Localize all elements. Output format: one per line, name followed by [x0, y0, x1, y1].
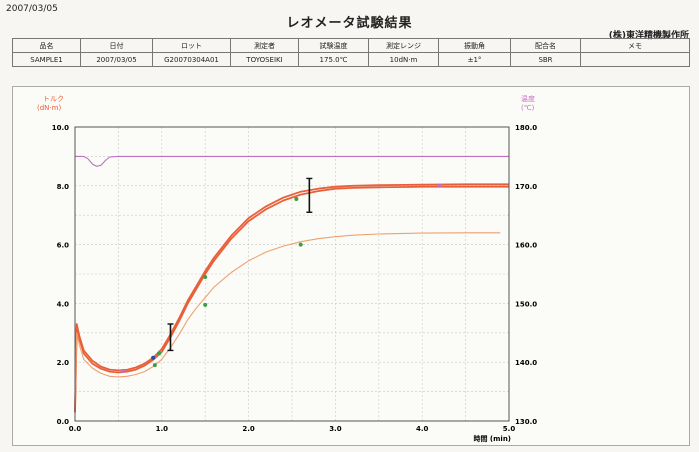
left-tick-label: 4.0 — [57, 300, 70, 308]
report-date: 2007/03/05 — [6, 4, 58, 14]
right-axis-label-line2: (℃) — [521, 104, 535, 112]
left-tick-label: 8.0 — [57, 183, 70, 191]
x-tick-label: 0.0 — [69, 425, 82, 433]
right-tick-label: 170.0 — [515, 183, 537, 191]
left-tick-label: 10.0 — [52, 124, 69, 132]
report-title: レオメータ試験結果 — [286, 16, 413, 31]
data-marker — [151, 355, 156, 360]
value-cell: 2007/03/05 — [80, 52, 153, 67]
torque-series-line-0 — [74, 183, 509, 413]
x-tick-label: 1.0 — [156, 425, 169, 433]
right-tick-label: 160.0 — [515, 242, 537, 250]
x-axis-label: 時間 (min) — [473, 434, 511, 443]
right-tick-label: 150.0 — [515, 300, 537, 308]
rheometer-chart: 0.0 1.0 2.0 3.0 4.0 5.0 0.0 2.0 4.0 6.0 8.0 10.0 130… — [37, 94, 538, 443]
left-axis-label-line2: (dN·m) — [37, 104, 61, 112]
header-cell: 日付 — [80, 38, 153, 53]
info-table: 品名 日付 ロット 測定者 試験温度 測定レンジ 振動角 配合名 メモ SAMP… — [12, 38, 690, 67]
data-marker — [203, 302, 208, 307]
header-cell: 配合名 — [510, 38, 581, 53]
info-value-row: SAMPLE1 2007/03/05 G20070304A01 TOYOSEIK… — [12, 52, 690, 67]
axes-layer: 0.0 1.0 2.0 3.0 4.0 5.0 0.0 2.0 4.0 6.0 8.0 10.0 130… — [52, 124, 538, 433]
value-cell: SAMPLE1 — [12, 52, 81, 67]
header-cell: メモ — [580, 38, 690, 53]
data-marker — [294, 197, 299, 202]
right-tick-label: 140.0 — [515, 359, 537, 367]
data-marker — [203, 274, 208, 279]
header-cell: 測定者 — [230, 38, 299, 53]
value-cell: G20070304A01 — [152, 52, 231, 67]
value-cell: SBR — [510, 52, 581, 67]
torque_lower-series-line-2 — [74, 232, 501, 413]
x-tick-label: 3.0 — [329, 425, 342, 433]
header-cell: 試験温度 — [298, 38, 369, 53]
torque-series-line-1 — [74, 185, 509, 413]
series-layer — [74, 155, 509, 413]
value-cell: 175.0℃ — [298, 52, 369, 67]
data-marker — [298, 242, 303, 247]
header-cell: 品名 — [12, 38, 81, 53]
x-tick-label: 4.0 — [416, 425, 429, 433]
right-axis-label-line1: 温度 — [521, 94, 535, 103]
marker-layer — [120, 177, 442, 374]
data-marker — [120, 369, 125, 374]
x-tick-label: 5.0 — [503, 425, 516, 433]
x-tick-label: 2.0 — [242, 425, 255, 433]
data-marker — [437, 183, 442, 188]
temperature-series-line-3 — [75, 155, 509, 167]
right-tick-label: 180.0 — [515, 124, 537, 132]
value-cell — [580, 52, 690, 67]
left-tick-label: 0.0 — [57, 418, 70, 426]
info-header-row: 品名 日付 ロット 測定者 試験温度 測定レンジ 振動角 配合名 メモ — [12, 38, 690, 53]
header-cell: ロット — [152, 38, 231, 53]
header-cell: 振動角 — [438, 38, 511, 53]
data-marker — [157, 351, 162, 356]
data-marker — [152, 363, 157, 368]
plot-border — [74, 126, 510, 422]
left-tick-label: 6.0 — [57, 242, 70, 250]
company-name: (株)東洋精機製作所 — [608, 31, 689, 41]
header-cell: 測定レンジ — [368, 38, 439, 53]
value-cell: TOYOSEIKI — [230, 52, 299, 67]
grid-lines — [75, 127, 509, 421]
left-axis-label-line1: トルク — [43, 95, 64, 103]
value-cell: 10dN·m — [368, 52, 439, 67]
value-cell: ±1° — [438, 52, 511, 67]
chart-frame: 0.0 1.0 2.0 3.0 4.0 5.0 0.0 2.0 4.0 6.0 8.0 10.0 130… — [12, 86, 690, 446]
left-tick-label: 2.0 — [57, 359, 70, 367]
right-tick-label: 130.0 — [515, 418, 537, 426]
